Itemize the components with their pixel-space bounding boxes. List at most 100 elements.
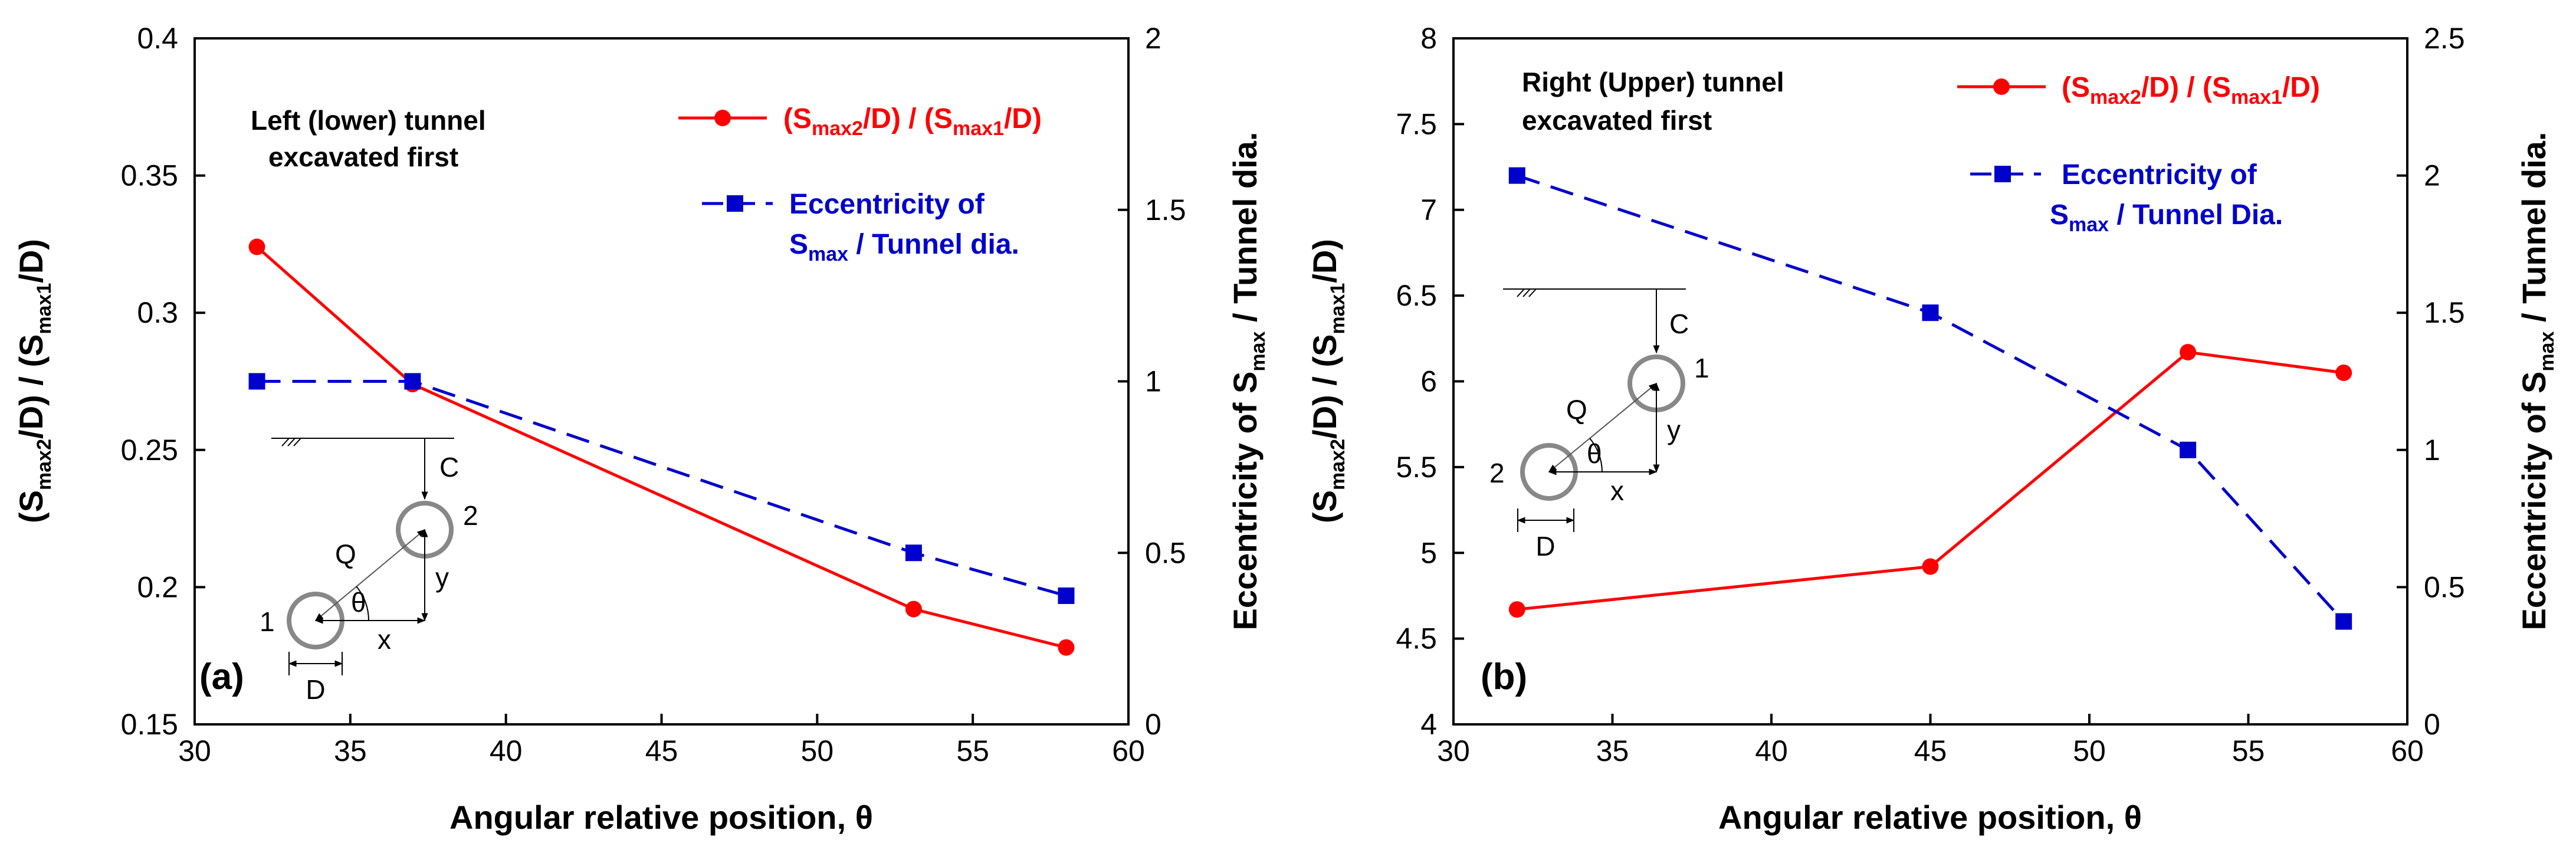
x-tick-label: 35 [1596,734,1629,767]
left-y-tick-label: 0.4 [137,22,178,55]
ratio-data-point [1508,601,1525,618]
eccentricity-data-point [2335,613,2352,630]
right-y-tick-label: 2 [2424,159,2440,192]
legend: (Smax2/D) / (Smax1/D) Eccentricity of Sm… [1957,72,2320,236]
eccentricity-data-point [1508,167,1525,184]
x-tick-label: 30 [1437,734,1470,767]
x-axis-label: Angular relative position, θ [1718,799,2142,836]
left-y-tick-label: 6 [1420,365,1437,398]
ratio-data-point [248,238,265,255]
right-y-axis-ticks: 0 0.5 1 1.5 2 [1118,22,1186,741]
annotation-line-1: Left (lower) tunnel [251,105,486,136]
panel-label: (b) [1481,657,1527,697]
panel-a: 30 35 40 45 50 55 60 0.15 0.2 0.25 0.3 0.35 0.4 0 0.… [12,22,1269,836]
x-tick-label: 55 [2232,734,2265,767]
x-tick-label: 45 [645,734,678,767]
legend-red-label: (Smax2/D) / (Smax1/D) [783,103,1042,140]
legend-red-marker [714,110,731,126]
ratio-data-point [2335,364,2352,381]
legend-red-marker [1993,78,2010,95]
eccentricity-data-point [2180,441,2197,458]
series-line-ratio [1517,350,2344,611]
c-label: C [1669,309,1689,339]
legend: (Smax2/D) / (Smax1/D) Eccentricity of Sm… [678,103,1042,265]
right-y-tick-label: 1.5 [2424,296,2465,329]
legend-blue-label-2: Smax / Tunnel Dia. [2050,199,2283,236]
x-tick-label: 60 [1112,734,1145,767]
series-line-eccentricity [257,380,1067,598]
left-y-tick-label: 7 [1420,193,1437,227]
left-y-tick-label: 4 [1420,708,1437,741]
x-tick-label: 50 [801,734,834,767]
panel-label: (a) [199,657,244,697]
theta-label: θ [1587,438,1602,469]
tunnel-lower-number: 1 [260,606,275,637]
legend-blue-label-2: Smax / Tunnel dia. [789,229,1019,265]
tunnel-lower-number: 2 [1489,458,1505,488]
legend-blue-label-1: Eccentricity of [2062,159,2257,191]
ratio-data-point [1922,558,1939,575]
right-y-tick-label: 1.5 [1145,193,1186,227]
right-y-tick-label: 1 [2424,434,2440,467]
annotation-line-2: excavated first [1522,105,1712,136]
x-tick-label: 30 [178,734,211,767]
q-label: Q [335,539,356,569]
series-layer [248,238,1075,656]
left-y-axis-ticks: 0.15 0.2 0.25 0.3 0.35 0.4 [121,22,205,741]
tunnel-upper-number: 1 [1694,353,1709,383]
x-tick-label: 35 [334,734,367,767]
eccentricity-data-point [404,373,421,390]
eccentricity-data-point [1058,587,1075,604]
right-y-tick-label: 0.5 [1145,536,1186,569]
eccentricity-data-point [905,544,922,562]
right-y-axis-label: Eccentricity of Smax / Tunnel dia. [2515,132,2558,631]
theta-label: θ [351,587,366,618]
tunnel-schematic: C 1 2 Q x y θ D [1489,288,1709,562]
x-tick-label: 40 [1755,734,1788,767]
ratio-data-point [905,600,922,618]
legend-red-label: (Smax2/D) / (Smax1/D) [2062,72,2320,109]
series-line-eccentricity [1517,174,2345,623]
annotation-line-1: Right (Upper) tunnel [1522,67,1784,97]
y-label: y [435,562,449,593]
q-label: Q [1566,394,1587,425]
theta-arc [356,586,370,621]
d-label: D [1535,531,1555,562]
annotation-line-2: excavated first [268,142,458,172]
ground-hatch-icon [281,438,301,447]
right-y-tick-label: 0.5 [2424,570,2465,603]
left-y-tick-label: 4.5 [1396,622,1437,655]
ratio-data-point [2180,344,2197,361]
panel-b: 30 35 40 45 50 55 60 4 4.5 5 5.5 6 6.5 7 7.5 8 0 0.5 1 1.… [1306,22,2558,836]
ground-hatch-icon [1517,288,1537,297]
eccentricity-data-point [248,373,265,390]
series-line-ratio [255,245,1067,649]
d-label: D [306,674,325,705]
left-y-tick-label: 5.5 [1396,451,1437,484]
left-y-axis-label: (Smax2/D) / (Smax1/D) [1306,239,1349,523]
tunnel-schematic: C 2 1 Q x y θ D [260,438,478,705]
eccentricity-data-point [1922,304,1939,321]
left-y-axis-label: (Smax2/D) / (Smax1/D) [12,239,55,523]
q-line [1548,383,1658,472]
x-axis-label: Angular relative position, θ [449,799,873,836]
left-y-tick-label: 8 [1420,22,1437,55]
x-tick-label: 60 [2391,734,2424,767]
right-y-tick-label: 2.5 [2424,22,2465,55]
x-axis-ticks: 30 35 40 45 50 55 60 [178,714,1145,767]
series-layer [1508,167,2352,630]
y-label: y [1667,415,1681,445]
right-y-tick-label: 2 [1145,22,1161,55]
left-y-tick-label: 0.35 [121,159,178,192]
x-tick-label: 45 [1914,734,1947,767]
theta-arc [1589,438,1603,472]
left-y-axis-ticks: 4 4.5 5 5.5 6 6.5 7 7.5 8 [1396,22,1464,741]
c-label: C [439,452,459,483]
x-label: x [378,624,391,655]
plot-frame [1452,37,2408,726]
left-y-tick-label: 6.5 [1396,279,1437,312]
x-tick-label: 50 [2073,734,2106,767]
x-label: x [1610,475,1624,506]
x-axis-ticks: 30 35 40 45 50 55 60 [1437,714,2424,767]
